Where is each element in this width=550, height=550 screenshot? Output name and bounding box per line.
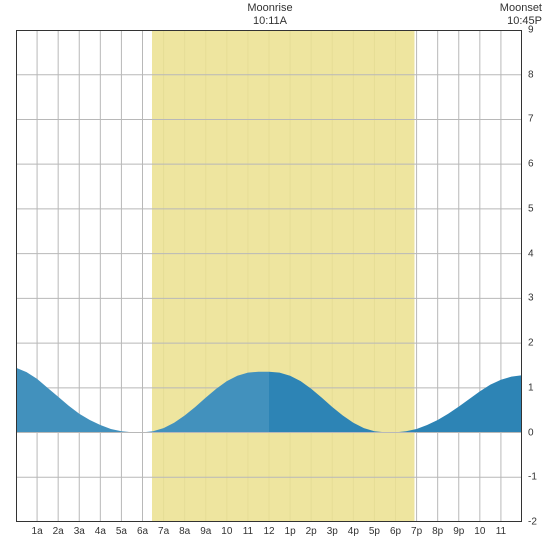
plot-area [16,30,522,522]
x-tick: 5p [369,526,380,537]
x-tick: 4a [95,526,106,537]
moonrise-title: Moonrise [230,2,310,15]
x-tick: 3a [74,526,85,537]
x-tick: 11 [496,526,506,537]
x-tick: 8p [432,526,443,537]
x-tick: 2p [306,526,317,537]
x-tick: 11 [243,526,253,537]
x-tick: 12 [263,526,274,537]
y-tick: 2 [528,338,534,349]
y-tick: 8 [528,69,534,80]
x-tick: 3p [327,526,338,537]
x-tick: 8a [179,526,190,537]
moonrise-time: 10:11A [230,15,310,28]
tide-moon-chart: Moonrise 10:11A Moonset 10:45P 1a2a3a4a5… [0,0,550,550]
y-tick: 6 [528,159,534,170]
x-tick: 6a [137,526,148,537]
x-tick: 2a [53,526,64,537]
y-tick: 9 [528,25,534,36]
x-tick: 9a [200,526,211,537]
y-tick: 0 [528,427,534,438]
x-tick: 5a [116,526,127,537]
y-tick: 4 [528,248,534,259]
x-tick: 1p [285,526,296,537]
y-tick: 3 [528,293,534,304]
x-tick: 1a [32,526,43,537]
moonset-title: Moonset [482,2,542,15]
y-tick: 1 [528,382,534,393]
x-tick: 7a [158,526,169,537]
x-tick: 10 [474,526,485,537]
x-tick: 7p [411,526,422,537]
y-tick: -1 [528,472,537,483]
x-tick: 10 [221,526,232,537]
y-tick: 7 [528,114,534,125]
x-tick: 9p [453,526,464,537]
x-tick: 4p [348,526,359,537]
y-tick: -2 [528,517,537,528]
y-tick: 5 [528,203,534,214]
moonrise-label: Moonrise 10:11A [230,2,310,28]
x-tick: 6p [390,526,401,537]
